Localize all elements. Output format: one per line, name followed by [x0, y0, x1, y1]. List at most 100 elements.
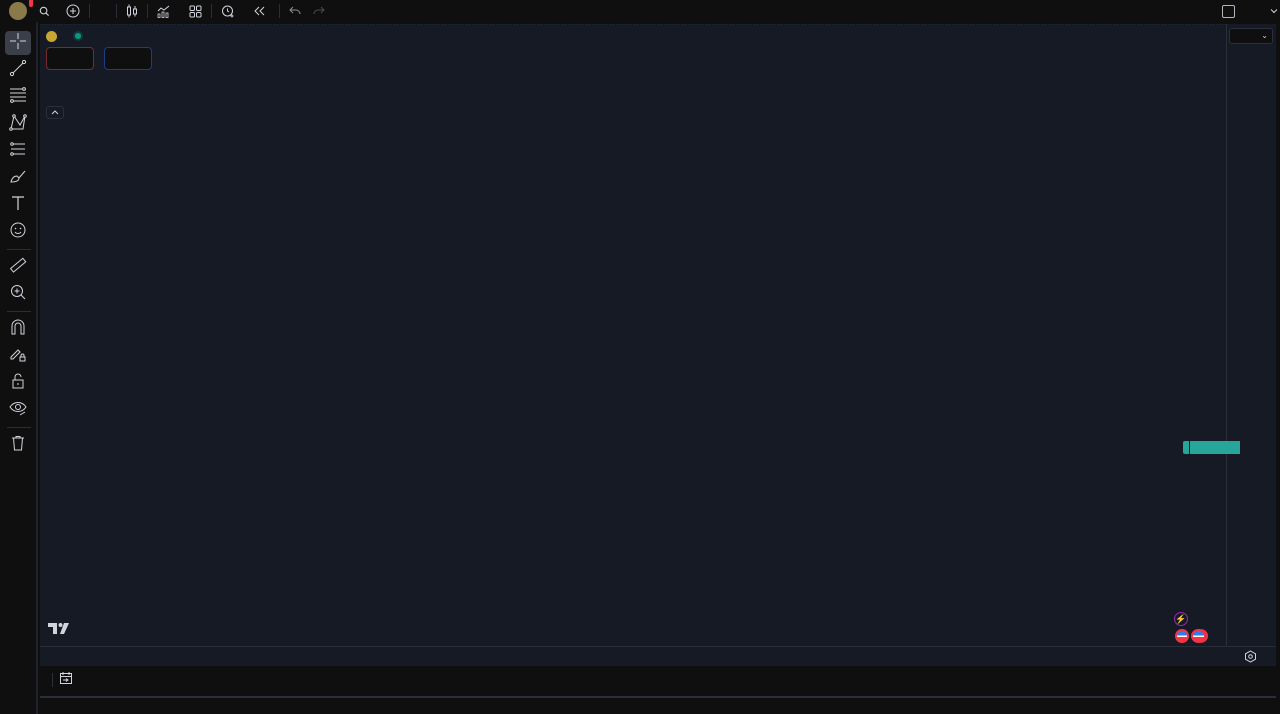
- last-price-label: [1183, 441, 1240, 454]
- horizontal-lines-icon: [9, 86, 27, 109]
- crosshair-tool[interactable]: [5, 31, 31, 55]
- layout-menu-button[interactable]: [1268, 0, 1280, 22]
- xabcd-pattern-icon: [9, 113, 27, 136]
- chevron-down-icon: [1270, 8, 1278, 14]
- square-icon: [1222, 4, 1235, 18]
- long-position-icon: [9, 140, 27, 163]
- fullscreen-checkbox[interactable]: [1216, 0, 1241, 22]
- compare-symbol-button[interactable]: [60, 0, 86, 22]
- brush-icon: [9, 167, 27, 190]
- undo-button[interactable]: [283, 0, 307, 22]
- divider: [116, 4, 117, 18]
- divider: [7, 427, 31, 428]
- currency-select[interactable]: ⌄: [1229, 28, 1273, 44]
- tradingview-watermark[interactable]: [48, 622, 74, 638]
- unlock-icon: [9, 372, 27, 395]
- chart-type-button[interactable]: [120, 0, 144, 22]
- sell-button[interactable]: [46, 46, 94, 70]
- redo-button[interactable]: [307, 0, 331, 22]
- bb-legend[interactable]: [46, 88, 152, 104]
- collapse-legend-row: [46, 104, 152, 120]
- settings-icon: [1244, 650, 1257, 667]
- grid-icon: [189, 5, 202, 18]
- economic-event-marker[interactable]: [1191, 629, 1206, 643]
- hide-drawings-tool[interactable]: [5, 398, 31, 422]
- doge-coin-icon: [46, 30, 57, 42]
- zoom-in-tool[interactable]: [5, 282, 31, 306]
- plus-circle-icon: [66, 4, 80, 18]
- divider: [89, 4, 90, 18]
- alarm-clock-icon: [221, 4, 235, 18]
- symbol-search-button[interactable]: [33, 0, 60, 22]
- bottom-panel-tabs: [40, 696, 1276, 714]
- chart-legend: [46, 28, 152, 120]
- sma-legend[interactable]: [46, 72, 152, 88]
- chevron-up-icon: [51, 106, 59, 118]
- lock-all-tool[interactable]: [5, 371, 31, 395]
- divider: [52, 672, 53, 687]
- buy-button[interactable]: [104, 46, 152, 70]
- interval-button[interactable]: [93, 0, 113, 22]
- undo-icon: [289, 6, 301, 16]
- smiley-icon: [9, 221, 27, 244]
- trade-buttons-row: [46, 44, 152, 72]
- ohlc-values: [97, 31, 109, 42]
- divider: [147, 4, 148, 18]
- templates-button[interactable]: [183, 0, 208, 22]
- remove-drawings-tool[interactable]: [5, 433, 31, 457]
- market-status-dot: [75, 33, 81, 39]
- replay-button[interactable]: [247, 0, 276, 22]
- chevron-down-icon: ⌄: [1261, 31, 1268, 40]
- right-panel-edge: [1276, 24, 1280, 714]
- price-scale[interactable]: ⌄: [1183, 24, 1276, 646]
- pattern-tool[interactable]: [5, 112, 31, 136]
- candles-icon: [126, 4, 138, 18]
- avatar[interactable]: [9, 0, 33, 20]
- divider: [211, 4, 212, 18]
- date-range-bar: [40, 667, 1276, 692]
- time-scale[interactable]: [40, 646, 1276, 666]
- pencil-lock-icon: [9, 345, 27, 368]
- ruler-icon: [9, 256, 27, 279]
- trend-line-icon: [9, 59, 27, 82]
- forecasting-tool[interactable]: [5, 139, 31, 163]
- ideas-marker[interactable]: ⚡: [1174, 612, 1188, 626]
- divider: [279, 4, 280, 18]
- eye-icon: [9, 399, 27, 422]
- collapse-legend-button[interactable]: [46, 105, 64, 119]
- redo-icon: [313, 6, 325, 16]
- brush-tool[interactable]: [5, 166, 31, 190]
- layout-name-button[interactable]: [1241, 0, 1268, 22]
- divider: [7, 311, 31, 312]
- lightning-icon: ⚡: [1175, 613, 1187, 624]
- price-chart[interactable]: [40, 24, 1226, 646]
- magnet-tool[interactable]: [5, 317, 31, 341]
- rewind-icon: [253, 6, 265, 16]
- lock-drawings-tool[interactable]: [5, 344, 31, 368]
- indicators-icon: [157, 5, 171, 18]
- top-toolbar: [0, 0, 1280, 22]
- text-icon: [9, 194, 27, 217]
- tradingview-logo-icon: [48, 622, 70, 638]
- search-icon: [39, 6, 50, 17]
- text-tool[interactable]: [5, 193, 31, 217]
- chart-settings-button[interactable]: [1244, 650, 1257, 668]
- emoji-tool[interactable]: [5, 220, 31, 244]
- symbol-title-row: [46, 28, 152, 44]
- zoom-in-icon: [9, 283, 27, 306]
- chart-pane[interactable]: ⚡: [40, 24, 1226, 646]
- notification-badge: [29, 0, 33, 7]
- magnet-icon: [9, 318, 27, 341]
- indicators-button[interactable]: [151, 0, 183, 22]
- fib-retracement-tool[interactable]: [5, 85, 31, 109]
- alert-button[interactable]: [215, 0, 247, 22]
- trend-line-tool[interactable]: [5, 58, 31, 82]
- economic-event-marker[interactable]: [1175, 629, 1189, 643]
- trash-icon: [9, 434, 27, 457]
- calendar-icon: [59, 672, 73, 688]
- go-to-date-button[interactable]: [59, 671, 73, 688]
- drawing-toolbar: [0, 22, 38, 714]
- divider: [7, 249, 31, 250]
- crosshair-icon: [9, 32, 27, 55]
- measure-tool[interactable]: [5, 255, 31, 279]
